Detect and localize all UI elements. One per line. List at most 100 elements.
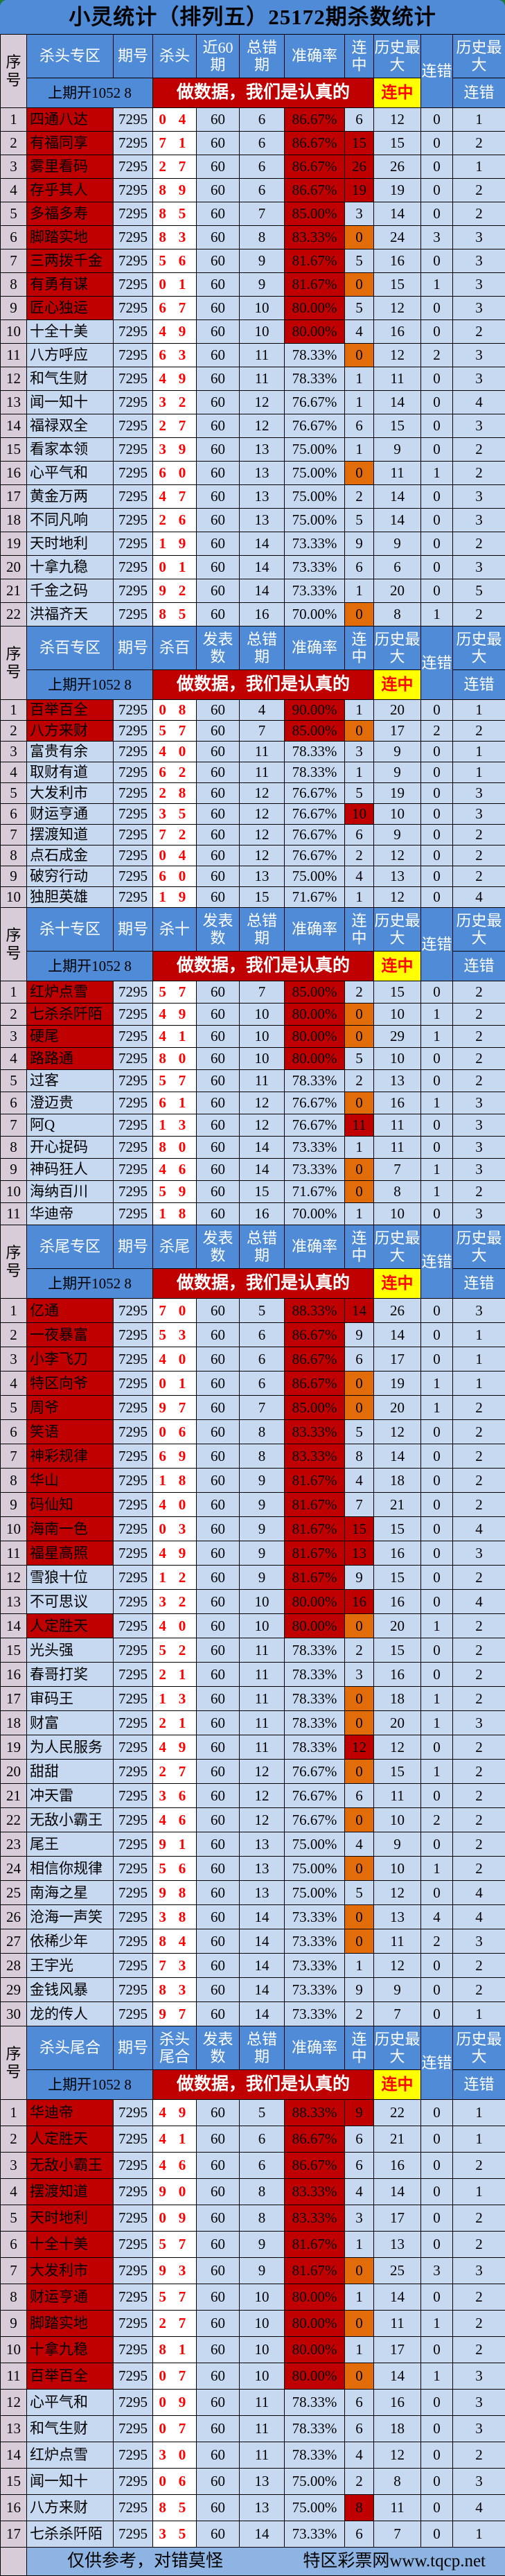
max-streak-hit: 12 — [374, 887, 421, 908]
max-streak-hit: 11 — [374, 367, 421, 391]
row-index: 13 — [1, 391, 27, 414]
issue-number: 7295 — [114, 1070, 153, 1092]
kill-numbers: 5 7 — [153, 2232, 197, 2258]
streak-miss: 0 — [421, 1299, 453, 1323]
max-streak-miss: 2 — [453, 1444, 505, 1469]
publish-count: 60 — [197, 249, 240, 273]
kill-numbers: 0 9 — [153, 2390, 197, 2416]
streak-hit: 0 — [345, 1372, 374, 1396]
max-streak-miss: 2 — [453, 1493, 505, 1517]
issue-number: 7295 — [114, 981, 153, 1004]
streak-hit: 9 — [345, 2100, 374, 2126]
streak-hit: 5 — [345, 1420, 374, 1444]
streak-hit: 0 — [345, 2363, 374, 2390]
footer-row: 仅供参考，对错莫怪特区彩票网www.tqcp.net — [1, 2548, 505, 2576]
max-streak-hit: 14 — [374, 1323, 421, 1347]
total-wrong: 16 — [240, 1203, 285, 1225]
row-index: 16 — [1, 462, 27, 485]
row-index: 2 — [1, 132, 27, 155]
streak-miss: 1 — [421, 1004, 453, 1026]
total-wrong: 11 — [240, 1711, 285, 1735]
streak-miss: 0 — [421, 532, 453, 556]
player-name: 多福多寿 — [27, 202, 114, 226]
kill-numbers: 4 9 — [153, 1004, 197, 1026]
streak-hit: 6 — [345, 108, 374, 132]
max-streak-miss: 3 — [453, 2469, 505, 2495]
kill-numbers: 8 5 — [153, 202, 197, 226]
max-streak-hit: 12 — [374, 108, 421, 132]
streak-hit: 0 — [345, 2311, 374, 2337]
accuracy: 83.33% — [285, 226, 345, 249]
row-index: 8 — [1, 1469, 27, 1493]
total-wrong: 7 — [240, 981, 285, 1004]
max-streak-miss: 3 — [453, 344, 505, 367]
kill-numbers: 3 2 — [153, 1590, 197, 1614]
streak-hit: 1 — [345, 1203, 374, 1225]
accuracy: 80.00% — [285, 2363, 345, 2390]
kill-numbers: 8 1 — [153, 2337, 197, 2363]
kill-numbers: 0 4 — [153, 845, 197, 866]
kill-numbers: 1 8 — [153, 1469, 197, 1493]
kill-numbers: 1 9 — [153, 887, 197, 908]
accuracy: 86.67% — [285, 1347, 345, 1372]
row-index: 12 — [1, 2390, 27, 2416]
player-name: 十拿九稳 — [27, 556, 114, 579]
row-index: 20 — [1, 556, 27, 579]
issue-number: 7295 — [114, 2390, 153, 2416]
issue-number: 7295 — [114, 2153, 153, 2179]
max-streak-hit: 14 — [374, 2284, 421, 2311]
publish-count: 60 — [197, 866, 240, 887]
streak-hit: 2 — [345, 981, 374, 1004]
streak-hit: 0 — [345, 1808, 374, 1832]
row-index: 8 — [1, 273, 27, 297]
publish-count: 60 — [197, 1735, 240, 1760]
max-streak-miss: 3 — [453, 804, 505, 825]
player-name: 澄迈贵 — [27, 1092, 114, 1114]
publish-count: 60 — [197, 344, 240, 367]
player-name: 阿Q — [27, 1114, 114, 1137]
accuracy: 76.67% — [285, 414, 345, 438]
accuracy: 76.67% — [285, 1092, 345, 1114]
streak-miss: 0 — [421, 783, 453, 804]
issue-number: 7295 — [114, 2258, 153, 2284]
total-wrong: 14 — [240, 1905, 285, 1929]
publish-count: 60 — [197, 1857, 240, 1881]
kill-numbers: 7 2 — [153, 825, 197, 845]
col-history-max-hit-header: 历史最大 — [374, 1225, 421, 1269]
streak-miss: 0 — [421, 414, 453, 438]
streak-miss: 3 — [421, 2258, 453, 2284]
kill-numbers: 4 6 — [153, 1808, 197, 1832]
kill-numbers: 7 0 — [153, 1299, 197, 1323]
accuracy: 80.00% — [285, 1590, 345, 1614]
accuracy: 73.33% — [285, 579, 345, 603]
player-name: 破穷行动 — [27, 866, 114, 887]
player-name: 为人民服务 — [27, 1735, 114, 1760]
streak-miss: 0 — [421, 2153, 453, 2179]
max-streak-hit: 10 — [374, 1048, 421, 1070]
publish-count: 60 — [197, 1614, 240, 1638]
issue-number: 7295 — [114, 2126, 153, 2153]
row-index: 15 — [1, 1638, 27, 1663]
accuracy: 81.67% — [285, 1517, 345, 1541]
total-wrong: 14 — [240, 1978, 285, 2002]
max-streak-hit: 15 — [374, 1760, 421, 1784]
total-wrong: 10 — [240, 1048, 285, 1070]
player-name: 人定胜天 — [27, 2126, 114, 2153]
streak-miss: 0 — [421, 1954, 453, 1978]
row-index: 10 — [1, 2337, 27, 2363]
max-streak-hit: 17 — [374, 2337, 421, 2363]
issue-number: 7295 — [114, 1493, 153, 1517]
issue-number: 7295 — [114, 2311, 153, 2337]
streak-miss: 1 — [421, 1396, 453, 1420]
kill-numbers: 2 7 — [153, 155, 197, 179]
max-streak-miss: 2 — [453, 845, 505, 866]
accuracy: 85.00% — [285, 202, 345, 226]
max-streak-miss: 2 — [453, 1663, 505, 1687]
kill-numbers: 5 6 — [153, 249, 197, 273]
